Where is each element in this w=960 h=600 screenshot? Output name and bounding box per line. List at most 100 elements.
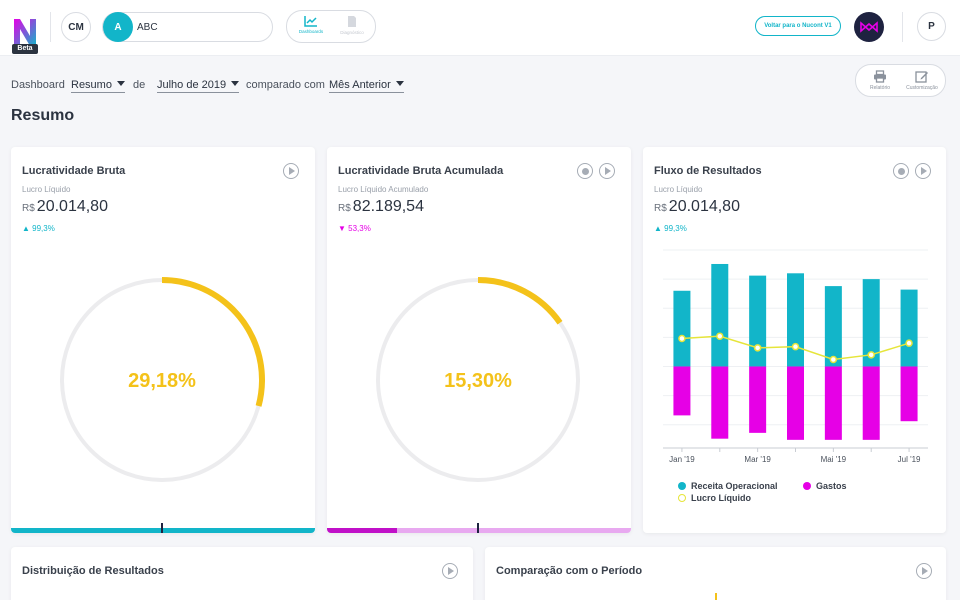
- card-value: R$ 20.014,80: [22, 198, 108, 216]
- legend-label: Receita Operacional: [691, 481, 778, 491]
- tab-diagnostico[interactable]: Diagnóstico: [332, 15, 372, 35]
- card-value-number: 20.014,80: [36, 198, 108, 215]
- play-icon[interactable]: [915, 163, 931, 179]
- legend-item: Gastos: [803, 481, 847, 491]
- progress-track: [327, 528, 631, 533]
- card-subtitle: Lucro Líquido: [22, 185, 71, 194]
- profit-point: [716, 332, 724, 340]
- delta-indicator: ▼ 53,3%: [338, 224, 371, 233]
- results-flow-card: Fluxo de Resultados Lucro Líquido R$ 20.0…: [643, 147, 946, 533]
- card-value: R$ 20.014,80: [654, 198, 740, 216]
- top-bar: Beta CM A ABC Dashboards Diagnóstico Vol…: [0, 0, 960, 56]
- company-avatar: A: [103, 12, 133, 42]
- card-title: Lucratividade Bruta: [22, 165, 126, 177]
- play-icon[interactable]: [599, 163, 615, 179]
- play-icon[interactable]: [442, 563, 458, 579]
- nucont-logo[interactable]: [11, 10, 39, 54]
- revenue-bar: [900, 289, 918, 367]
- de-label: de: [133, 79, 146, 91]
- legend-item: Lucro Líquido: [678, 493, 751, 503]
- revenue-bar: [787, 273, 804, 367]
- print-icon: [874, 70, 886, 83]
- caret-up-icon: ▲: [654, 224, 662, 233]
- gauge-arc: [375, 277, 581, 483]
- back-to-v1-button[interactable]: Voltar para o Nucont V1: [755, 16, 841, 36]
- header-divider: [50, 12, 51, 42]
- x-tick-label: Mar '19: [744, 455, 771, 464]
- currency-label: R$: [338, 203, 351, 214]
- currency-label: R$: [654, 203, 667, 214]
- tab-dashboards[interactable]: Dashboards: [291, 15, 331, 34]
- profit-point: [753, 344, 762, 352]
- delta-value: 99,3%: [664, 224, 687, 233]
- company-name: ABC: [137, 22, 158, 33]
- delta-value: 53,3%: [348, 224, 371, 233]
- header-divider: [902, 12, 903, 42]
- legend-label: Gastos: [816, 481, 847, 491]
- report-button-label: Relatório: [869, 85, 890, 91]
- chevron-down-icon: [231, 81, 240, 86]
- gauge-percentage: 29,18%: [128, 370, 196, 392]
- profit-point: [791, 342, 800, 351]
- tab-diagnostico-label: Diagnóstico: [340, 30, 364, 35]
- card-title: Distribuição de Resultados: [22, 565, 164, 577]
- tab-dashboards-label: Dashboards: [298, 29, 324, 34]
- expense-bar: [673, 366, 691, 416]
- profit-point: [867, 351, 875, 359]
- expense-bar: [787, 366, 804, 440]
- company-selector[interactable]: A ABC: [102, 12, 273, 42]
- gauge-percentage: 15,30%: [444, 370, 512, 392]
- chevron-down-icon: [116, 81, 125, 86]
- view-select-value: Resumo: [71, 79, 112, 91]
- page-title: Resumo: [11, 107, 75, 124]
- chevron-down-icon: [395, 81, 404, 86]
- period-select[interactable]: Julho de 2019: [157, 79, 240, 93]
- expense-bar: [711, 366, 729, 439]
- delta-indicator: ▲ 99,3%: [22, 224, 55, 233]
- legend-swatch: [803, 482, 811, 490]
- gauge-arc: [59, 277, 265, 483]
- customize-button[interactable]: Customização: [902, 70, 942, 91]
- customize-button-label: Customização: [906, 85, 938, 91]
- view-select[interactable]: Resumo: [71, 79, 125, 93]
- info-icon[interactable]: [577, 163, 593, 179]
- card-title: Fluxo de Resultados: [654, 165, 762, 177]
- chart-icon: [304, 16, 317, 27]
- info-icon[interactable]: [893, 163, 909, 179]
- card-subtitle: Lucro Líquido: [654, 185, 703, 194]
- expense-bar: [824, 366, 842, 440]
- legend-swatch: [678, 494, 686, 502]
- beta-badge: Beta: [12, 44, 38, 54]
- play-icon[interactable]: [916, 563, 932, 579]
- card-title: Comparação com o Período: [496, 565, 643, 577]
- compare-select[interactable]: Mês Anterior: [329, 79, 404, 93]
- profile-button[interactable]: P: [917, 12, 946, 41]
- revenue-bar: [749, 275, 767, 367]
- user-menu-button[interactable]: CM: [61, 12, 91, 42]
- actions-group: Relatório Customização: [855, 64, 946, 97]
- progress-marker: [477, 523, 479, 533]
- infinity-icon: [860, 21, 878, 33]
- progress-bar: [327, 528, 397, 533]
- gauge-chart: [375, 277, 581, 483]
- x-tick-label: Jan '19: [669, 455, 695, 464]
- delta-indicator: ▲ 99,3%: [654, 224, 687, 233]
- profit-point: [678, 334, 686, 343]
- report-button[interactable]: Relatório: [860, 70, 900, 91]
- card-value-number: 20.014,80: [668, 198, 740, 215]
- x-tick-label: Mai '19: [821, 455, 847, 464]
- legend-item: Receita Operacional: [678, 481, 778, 491]
- accumulated-margin-card: Lucratividade Bruta Acumulada Lucro Líqu…: [327, 147, 631, 533]
- play-icon[interactable]: [283, 163, 299, 179]
- progress-bar: [11, 528, 315, 533]
- revenue-bar: [673, 290, 691, 367]
- card-subtitle: Lucro Líquido Acumulado: [338, 185, 429, 194]
- distribution-card: Distribuição de Resultados: [11, 547, 473, 600]
- nucont-brand-icon[interactable]: [854, 12, 884, 42]
- expense-bar: [900, 366, 918, 422]
- caret-up-icon: ▲: [22, 224, 30, 233]
- card-value: R$ 82.189,54: [338, 198, 424, 216]
- results-flow-chart: Jan '19 Mar '19 Mai '19 Jul '19: [663, 249, 928, 464]
- x-tick-label: Jul '19: [898, 455, 921, 464]
- compare-select-value: Mês Anterior: [329, 79, 391, 91]
